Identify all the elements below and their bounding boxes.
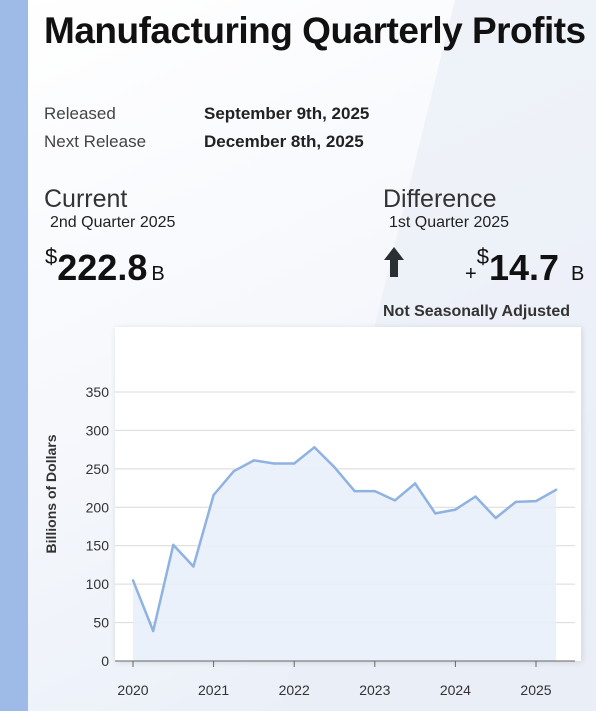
chart-ticks: 0 50 100 150 200 250 300 350 2020 2021 2022 2023 202… — [86, 384, 552, 698]
series-area-fill — [133, 447, 557, 661]
data-point — [151, 629, 155, 633]
released-date: September 9th, 2025 — [204, 104, 370, 123]
current-value-block: $222.8 B — [45, 244, 165, 289]
x-tick-label: 2022 — [279, 682, 310, 698]
difference-currency: $ — [476, 244, 489, 269]
difference-sign: + — [465, 263, 477, 285]
chart-axes — [115, 660, 575, 667]
y-tick-label: 350 — [86, 384, 110, 400]
x-tick-label: 2024 — [440, 682, 471, 698]
left-accent-strip — [0, 0, 28, 711]
y-tick-label: 250 — [86, 461, 110, 477]
data-point — [454, 508, 457, 511]
data-point — [232, 469, 235, 473]
difference-unit: B — [571, 263, 585, 285]
data-point — [192, 565, 195, 568]
data-point — [333, 466, 336, 469]
data-point — [434, 512, 437, 515]
data-point — [293, 462, 296, 465]
current-currency: $ — [45, 244, 58, 269]
data-point — [413, 482, 417, 485]
difference-value-block: +$14.7 B — [465, 244, 584, 289]
seasonal-note: Not Seasonally Adjusted — [383, 303, 570, 320]
arrow-up-icon — [384, 247, 404, 277]
y-tick-label: 50 — [93, 615, 109, 631]
chart-area-layer — [131, 446, 558, 661]
y-tick-label: 150 — [86, 538, 110, 554]
data-point — [313, 446, 316, 449]
data-point — [534, 499, 538, 503]
data-point — [373, 489, 376, 493]
x-tick-label: 2023 — [359, 682, 390, 698]
y-tick-label: 0 — [101, 653, 109, 669]
current-heading: Current — [44, 185, 128, 213]
data-point — [172, 543, 175, 547]
data-point — [131, 579, 135, 582]
next-release-label: Next Release — [44, 132, 147, 151]
released-label: Released — [44, 104, 116, 123]
current-period: 2nd Quarter 2025 — [50, 214, 176, 231]
x-tick-label: 2025 — [520, 682, 551, 698]
next-release-date: December 8th, 2025 — [204, 132, 364, 151]
x-tick-label: 2020 — [117, 682, 148, 698]
data-point — [514, 500, 518, 504]
current-unit: B — [151, 263, 165, 285]
data-point — [353, 489, 356, 493]
y-tick-label: 300 — [86, 422, 110, 438]
data-point — [393, 499, 397, 502]
difference-period: 1st Quarter 2025 — [389, 214, 510, 231]
data-point — [554, 488, 558, 491]
y-tick-label: 100 — [86, 576, 110, 592]
x-tick-label: 2021 — [198, 682, 229, 698]
difference-heading: Difference — [383, 185, 497, 213]
y-tick-label: 200 — [86, 499, 110, 515]
y-axis-label: Billions of Dollars — [43, 434, 59, 553]
data-point — [212, 493, 215, 497]
data-point — [252, 459, 256, 462]
difference-value: 14.7 — [488, 247, 560, 288]
page-title: Manufacturing Quarterly Profits — [44, 10, 586, 51]
current-value: 222.8 — [57, 247, 148, 288]
data-point — [272, 462, 276, 465]
series-line — [131, 446, 557, 633]
data-point — [474, 495, 477, 498]
data-point — [494, 516, 497, 520]
